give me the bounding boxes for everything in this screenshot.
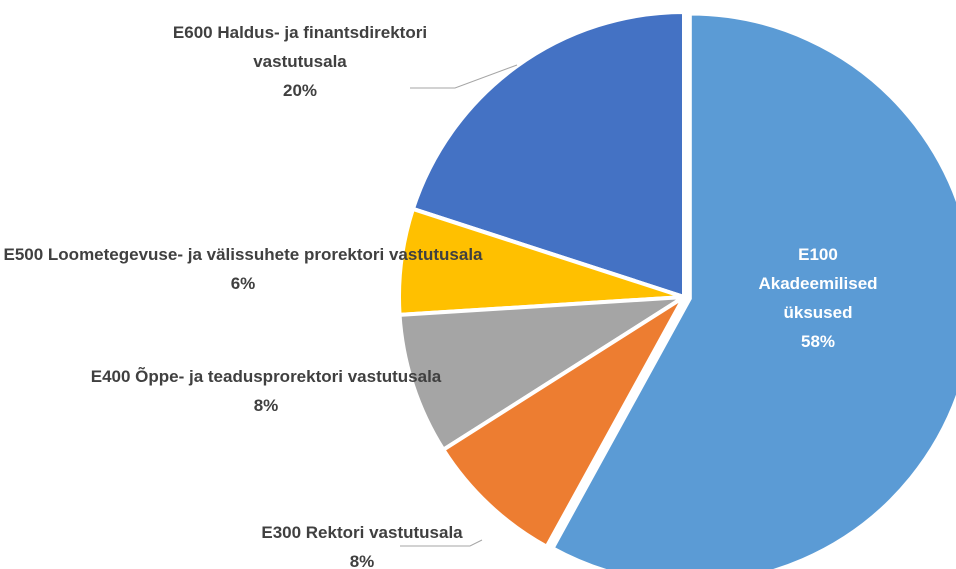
percent-label: 8% bbox=[349, 552, 375, 569]
percent-label: 6% bbox=[230, 274, 256, 293]
category-name: E500 Loometegevuse- ja välissuhete prore… bbox=[3, 245, 483, 264]
percent-label: 58% bbox=[800, 332, 836, 351]
percent-label: 8% bbox=[253, 396, 279, 415]
pie-slice bbox=[397, 295, 686, 453]
leader-line bbox=[410, 64, 518, 89]
percent-label: 20% bbox=[282, 81, 318, 100]
slice-label: E500 Loometegevuse- ja välissuhete prore… bbox=[0, 240, 486, 298]
slice-label: E300 Rektori vastutusala 8% bbox=[232, 518, 492, 569]
slice-label: E400 Õppe- ja teadusprorektori vastutusa… bbox=[46, 362, 486, 420]
category-name: E100 Akadeemilised üksused bbox=[758, 245, 878, 322]
pie-slice bbox=[549, 11, 956, 569]
pie-slice bbox=[440, 295, 686, 550]
slice-label: E600 Haldus- ja finantsdirektori vastutu… bbox=[160, 18, 440, 105]
category-name: E400 Õppe- ja teadusprorektori vastutusa… bbox=[90, 367, 442, 386]
pie-slice bbox=[410, 9, 686, 300]
category-name: E300 Rektori vastutusala bbox=[261, 523, 463, 542]
category-name: E600 Haldus- ja finantsdirektori vastutu… bbox=[172, 23, 428, 71]
leader-line bbox=[400, 539, 483, 547]
slice-label: E100 Akadeemilised üksused 58% bbox=[743, 240, 893, 356]
